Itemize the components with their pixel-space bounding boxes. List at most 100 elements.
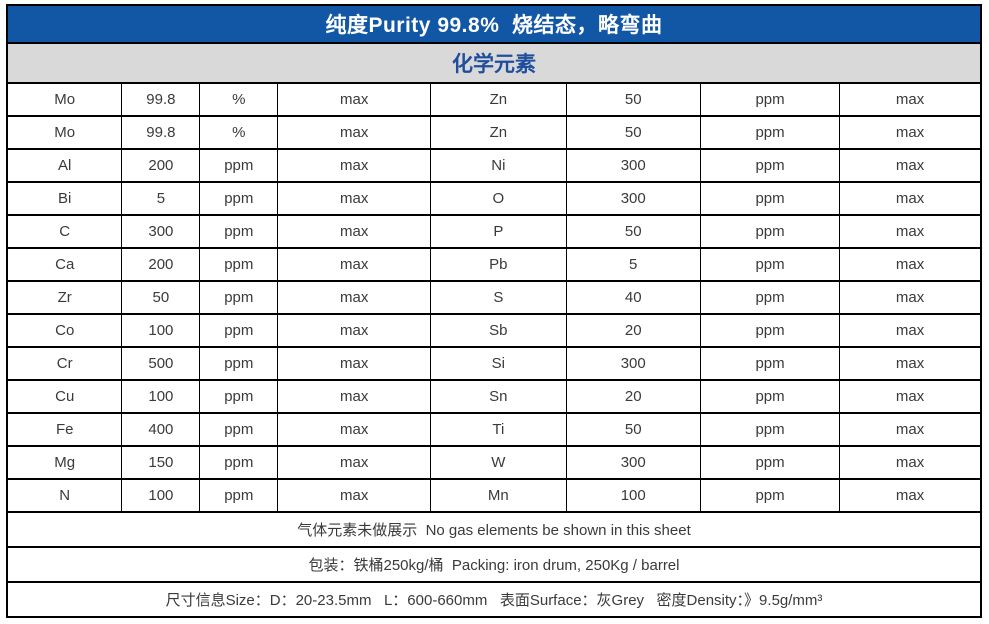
element-value-cell: 300 — [121, 214, 201, 249]
element-value-cell: 50 — [565, 82, 701, 117]
element-limit-cell: max — [277, 247, 432, 282]
element-unit-cell: ppm — [199, 181, 279, 216]
element-limit-cell: max — [839, 478, 982, 513]
element-unit-cell: ppm — [699, 445, 841, 480]
table-row: Cr 500 ppm max Si 300 ppm max — [6, 346, 982, 381]
element-unit-cell: % — [199, 115, 279, 150]
element-limit-cell: max — [277, 115, 432, 150]
element-value-cell: 99.8 — [121, 115, 201, 150]
element-unit-cell: ppm — [699, 346, 841, 381]
element-unit-cell: ppm — [699, 247, 841, 282]
element-value-cell: 200 — [121, 247, 201, 282]
element-symbol-cell: Cu — [6, 379, 123, 414]
element-limit-cell: max — [277, 280, 432, 315]
element-limit-cell: max — [839, 412, 982, 447]
element-value-cell: 100 — [565, 478, 701, 513]
element-unit-cell: ppm — [199, 148, 279, 183]
page-title: 纯度Purity 99.8% 烧结态，略弯曲 — [6, 4, 982, 44]
element-value-cell: 200 — [121, 148, 201, 183]
element-limit-cell: max — [839, 280, 982, 315]
element-unit-cell: ppm — [699, 82, 841, 117]
element-unit-cell: ppm — [699, 115, 841, 150]
element-limit-cell: max — [839, 247, 982, 282]
element-symbol-cell: N — [6, 478, 123, 513]
element-symbol-cell: Zr — [6, 280, 123, 315]
element-value-cell: 20 — [565, 313, 701, 348]
table-row: Bi 5 ppm max O 300 ppm max — [6, 181, 982, 216]
section-title-chemical-elements: 化学元素 — [6, 42, 982, 84]
element-unit-cell: ppm — [199, 412, 279, 447]
element-rows: Mo 99.8% max Zn 50 ppm max Mo 99.8% max Zn 50 ppm max… — [6, 82, 982, 513]
element-limit-cell: max — [277, 379, 432, 414]
element-value-cell: 500 — [121, 346, 201, 381]
element-unit-cell: ppm — [199, 214, 279, 249]
element-symbol-cell: Si — [430, 346, 567, 381]
element-symbol-cell: O — [430, 181, 567, 216]
element-symbol-cell: Mg — [6, 445, 123, 480]
table-row: Al 200 ppm max Ni 300 ppm max — [6, 148, 982, 183]
element-limit-cell: max — [277, 181, 432, 216]
element-symbol-cell: Mo — [6, 115, 123, 150]
element-unit-cell: ppm — [199, 247, 279, 282]
packing-info: 包装：铁桶250kg/桶 Packing: iron drum, 250Kg /… — [6, 546, 982, 583]
element-unit-cell: ppm — [199, 445, 279, 480]
element-symbol-cell: Ca — [6, 247, 123, 282]
element-value-cell: 50 — [565, 214, 701, 249]
element-unit-cell: ppm — [699, 313, 841, 348]
element-value-cell: 5 — [121, 181, 201, 216]
element-unit-cell: ppm — [699, 280, 841, 315]
element-unit-cell: ppm — [699, 148, 841, 183]
element-value-cell: 50 — [565, 115, 701, 150]
subtitle-row: 化学元素 — [6, 42, 982, 84]
element-limit-cell: max — [277, 478, 432, 513]
element-symbol-cell: Zn — [430, 82, 567, 117]
element-value-cell: 99.8 — [121, 82, 201, 117]
element-unit-cell: ppm — [199, 313, 279, 348]
table-row: Mo 99.8% max Zn 50 ppm max — [6, 82, 982, 117]
element-value-cell: 150 — [121, 445, 201, 480]
element-value-cell: 300 — [565, 181, 701, 216]
table-row: N 100 ppm max Mn 100 ppm max — [6, 478, 982, 513]
element-value-cell: 300 — [565, 148, 701, 183]
spec-table: 纯度Purity 99.8% 烧结态，略弯曲 化学元素 Mo 99.8% max Zn… — [6, 4, 982, 618]
element-symbol-cell: W — [430, 445, 567, 480]
element-limit-cell: max — [277, 82, 432, 117]
element-limit-cell: max — [277, 346, 432, 381]
size-row: 尺寸信息Size：D：20-23.5mm L：600-660mm 表面Surfa… — [6, 581, 982, 618]
table-row: Mo 99.8% max Zn 50 ppm max — [6, 115, 982, 150]
element-symbol-cell: Cr — [6, 346, 123, 381]
element-limit-cell: max — [839, 313, 982, 348]
footer-rows: 气体元素未做展示 No gas elements be shown in thi… — [6, 511, 982, 618]
element-value-cell: 40 — [565, 280, 701, 315]
table-row: Zr 50 ppm max S 40 ppm max — [6, 280, 982, 315]
element-symbol-cell: Fe — [6, 412, 123, 447]
table-row: Ca 200 ppm max Pb 5 ppm max — [6, 247, 982, 282]
element-unit-cell: ppm — [699, 412, 841, 447]
element-limit-cell: max — [277, 445, 432, 480]
table-row: Co 100 ppm max Sb 20 ppm max — [6, 313, 982, 348]
table-row: C 300 ppm max P 50 ppm max — [6, 214, 982, 249]
element-unit-cell: ppm — [699, 478, 841, 513]
size-info: 尺寸信息Size：D：20-23.5mm L：600-660mm 表面Surfa… — [6, 581, 982, 618]
element-limit-cell: max — [839, 379, 982, 414]
element-symbol-cell: Ni — [430, 148, 567, 183]
element-unit-cell: ppm — [699, 214, 841, 249]
element-symbol-cell: Zn — [430, 115, 567, 150]
element-limit-cell: max — [839, 148, 982, 183]
table-row: Fe 400 ppm max Ti 50 ppm max — [6, 412, 982, 447]
element-value-cell: 300 — [565, 346, 701, 381]
element-symbol-cell: Pb — [430, 247, 567, 282]
element-limit-cell: max — [277, 313, 432, 348]
element-symbol-cell: Bi — [6, 181, 123, 216]
element-unit-cell: ppm — [199, 379, 279, 414]
element-value-cell: 100 — [121, 478, 201, 513]
element-symbol-cell: Sb — [430, 313, 567, 348]
element-symbol-cell: Ti — [430, 412, 567, 447]
title-row: 纯度Purity 99.8% 烧结态，略弯曲 — [6, 4, 982, 44]
element-unit-cell: ppm — [699, 379, 841, 414]
element-symbol-cell: Sn — [430, 379, 567, 414]
element-symbol-cell: Mn — [430, 478, 567, 513]
element-unit-cell: ppm — [699, 181, 841, 216]
element-limit-cell: max — [839, 115, 982, 150]
